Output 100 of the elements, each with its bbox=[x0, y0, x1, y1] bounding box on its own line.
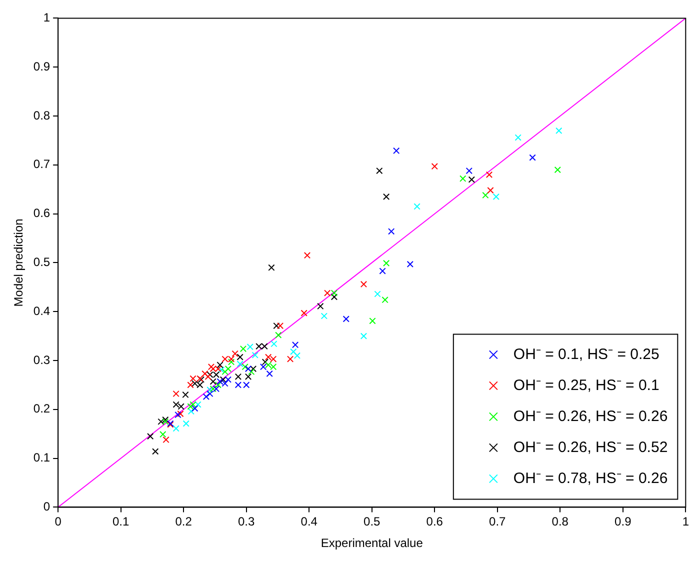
point bbox=[246, 343, 254, 350]
point bbox=[224, 365, 232, 372]
point bbox=[369, 318, 376, 324]
point bbox=[234, 373, 242, 380]
point bbox=[275, 332, 282, 338]
point bbox=[330, 294, 338, 300]
x-tick-label: 0.9 bbox=[614, 514, 632, 529]
point bbox=[210, 378, 216, 385]
point bbox=[212, 371, 220, 378]
point bbox=[252, 352, 258, 358]
point bbox=[317, 302, 324, 310]
point bbox=[286, 356, 294, 362]
point bbox=[224, 376, 232, 383]
legend-label: OH⁻ = 0.26, HS⁻ = 0.52 bbox=[513, 438, 668, 456]
point bbox=[214, 365, 222, 372]
point bbox=[162, 436, 170, 444]
point bbox=[264, 354, 272, 360]
point bbox=[182, 391, 189, 398]
x-tick-label: 0.5 bbox=[364, 514, 381, 529]
point bbox=[414, 203, 420, 210]
point bbox=[188, 408, 194, 415]
point bbox=[376, 167, 383, 174]
point bbox=[250, 365, 257, 372]
x-tick-label: 0.7 bbox=[489, 514, 506, 529]
legend-label: OH⁻ = 0.26, HS⁻ = 0.26 bbox=[513, 408, 668, 425]
point bbox=[554, 166, 561, 174]
point bbox=[228, 358, 235, 366]
point bbox=[514, 134, 522, 141]
point bbox=[468, 176, 475, 183]
x-tick-label: 0.3 bbox=[238, 514, 256, 529]
point bbox=[212, 386, 220, 392]
y-axis-title: Model prediction bbox=[12, 218, 26, 307]
point bbox=[382, 260, 390, 267]
x-tick-label: 0 bbox=[54, 514, 62, 529]
point bbox=[152, 448, 159, 455]
x-tick-label: 0.2 bbox=[175, 514, 192, 529]
point bbox=[206, 390, 214, 398]
x-tick-label: 0.8 bbox=[552, 514, 569, 529]
point bbox=[290, 348, 297, 356]
point bbox=[244, 373, 252, 380]
point bbox=[270, 364, 277, 370]
point bbox=[466, 167, 472, 174]
point bbox=[268, 264, 275, 271]
point bbox=[393, 147, 400, 154]
point bbox=[210, 365, 216, 372]
point bbox=[256, 342, 262, 350]
point bbox=[177, 410, 184, 418]
point bbox=[214, 382, 222, 388]
point bbox=[320, 312, 328, 320]
point bbox=[431, 163, 438, 170]
point bbox=[172, 425, 180, 432]
point bbox=[192, 405, 198, 412]
y-tick-label: 0.7 bbox=[33, 157, 50, 172]
point bbox=[492, 193, 500, 200]
point bbox=[174, 411, 182, 418]
point bbox=[487, 187, 494, 194]
point bbox=[260, 364, 267, 370]
point bbox=[382, 193, 390, 200]
y-tick-label: 0.8 bbox=[33, 108, 50, 122]
point bbox=[158, 418, 164, 425]
point bbox=[330, 290, 338, 296]
point bbox=[236, 354, 244, 360]
point bbox=[388, 228, 395, 235]
point bbox=[556, 127, 562, 134]
point bbox=[194, 401, 202, 408]
point bbox=[242, 364, 248, 370]
point bbox=[264, 362, 272, 368]
point bbox=[190, 401, 196, 408]
point bbox=[261, 342, 268, 350]
point bbox=[236, 360, 244, 368]
point bbox=[382, 296, 388, 304]
point bbox=[374, 290, 381, 298]
point bbox=[273, 322, 280, 330]
point bbox=[208, 364, 215, 370]
y-tick-label: 0.4 bbox=[33, 304, 50, 318]
point bbox=[172, 401, 180, 408]
point bbox=[460, 175, 466, 182]
y-tick-label: 0.2 bbox=[33, 402, 50, 416]
point bbox=[187, 403, 194, 410]
point bbox=[270, 340, 278, 348]
point bbox=[216, 362, 224, 368]
point bbox=[182, 420, 190, 427]
point bbox=[248, 368, 255, 376]
point bbox=[222, 368, 228, 376]
y-tick-label: 0.5 bbox=[33, 255, 50, 270]
point bbox=[192, 380, 198, 387]
point bbox=[266, 370, 273, 378]
point bbox=[160, 431, 166, 438]
point bbox=[324, 290, 331, 296]
x-tick-label: 0.6 bbox=[426, 514, 444, 529]
point bbox=[218, 366, 225, 374]
x-axis-title: Experimental value bbox=[320, 536, 424, 550]
point bbox=[360, 280, 368, 288]
point bbox=[202, 393, 210, 400]
y-tick-label: 0.3 bbox=[33, 352, 50, 367]
legend-label: OH⁻ = 0.1, HS⁻ = 0.25 bbox=[513, 346, 660, 363]
x-tick-label: 0.4 bbox=[300, 514, 318, 529]
point bbox=[240, 345, 247, 352]
legend-label: OH⁻ = 0.78, HS⁻ = 0.26 bbox=[513, 470, 668, 487]
point bbox=[244, 365, 252, 372]
